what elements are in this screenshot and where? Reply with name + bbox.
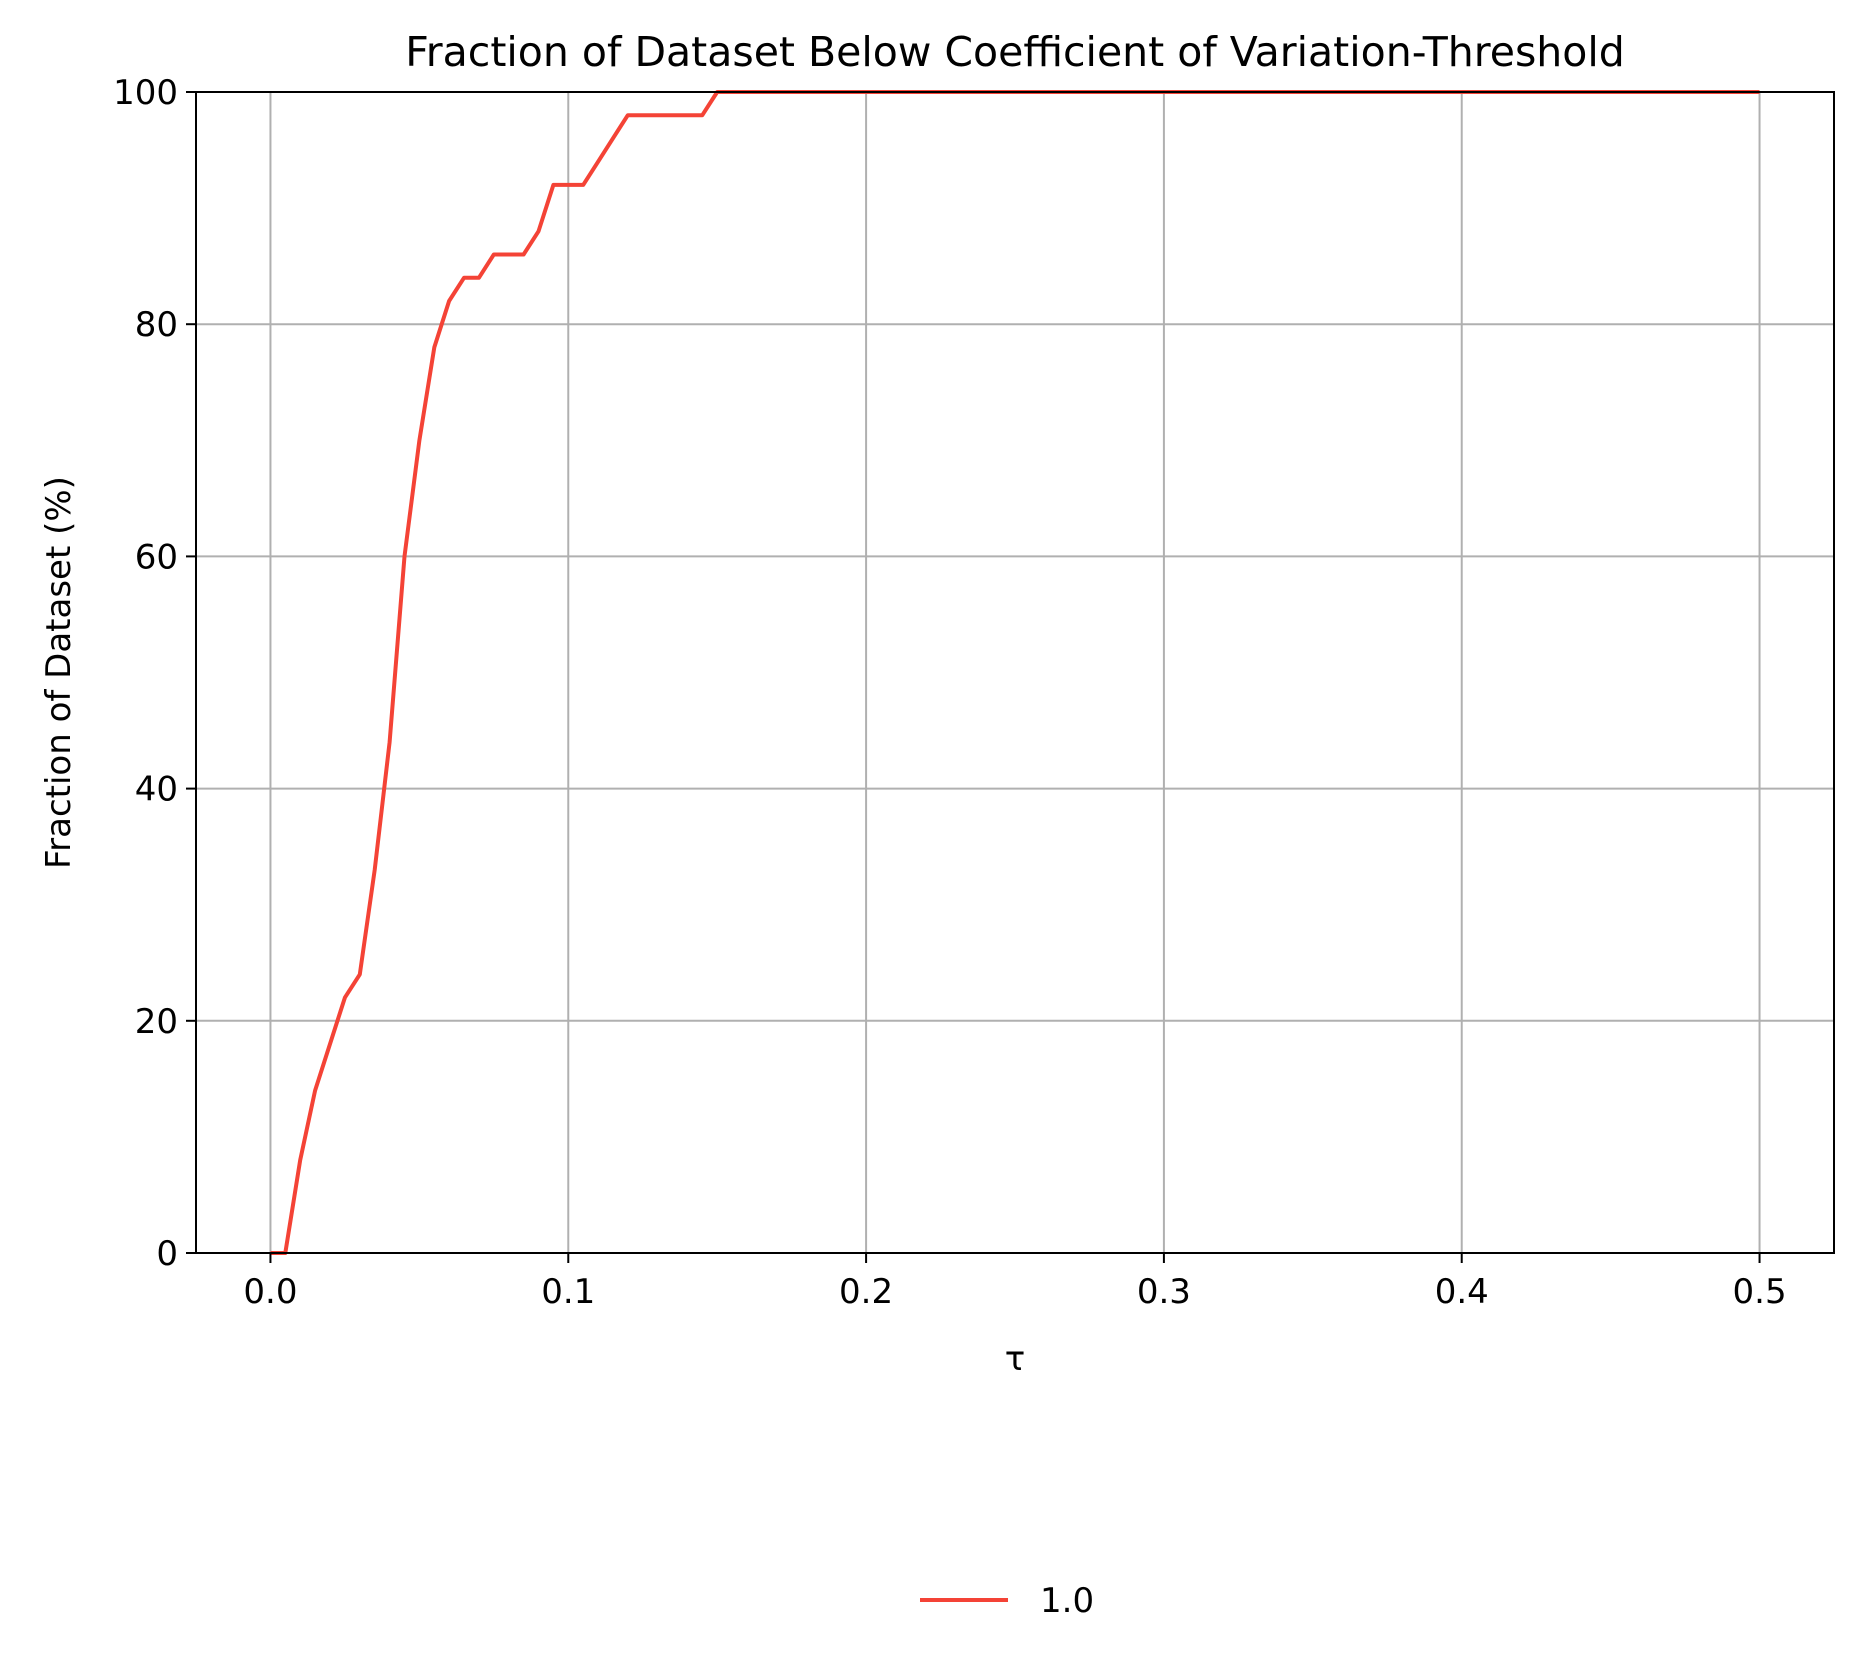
x-tick-label: 0.5 <box>1733 1272 1787 1312</box>
x-tick-label: 0.1 <box>541 1272 595 1312</box>
ticks: 0.0 0.1 0.2 0.3 0.4 0.5 0 20 40 60 80 100 <box>113 73 1786 1312</box>
y-tick-label: 40 <box>135 770 178 810</box>
x-tick-label: 0.4 <box>1435 1272 1489 1312</box>
y-tick-label: 100 <box>113 73 178 113</box>
y-tick-label: 60 <box>135 537 178 577</box>
x-tick-label: 0.3 <box>1137 1272 1191 1312</box>
legend-label: 1.0 <box>1040 1581 1094 1621</box>
chart-title: Fraction of Dataset Below Coefficient of… <box>405 28 1625 76</box>
plot-frame <box>195 91 1835 1254</box>
series-layer <box>270 90 1760 1255</box>
x-tick-label: 0.0 <box>243 1272 297 1312</box>
grid <box>196 91 1834 1254</box>
y-tick-label: 80 <box>135 305 178 345</box>
y-tick-label: 20 <box>135 1002 178 1042</box>
x-tick-label: 0.2 <box>839 1272 893 1312</box>
legend: 1.0 <box>920 1581 1094 1621</box>
x-axis-label: τ <box>1005 1339 1025 1379</box>
y-axis-label: Fraction of Dataset (%) <box>39 476 79 869</box>
y-tick-label: 0 <box>156 1234 178 1274</box>
series-line <box>270 90 1760 1255</box>
